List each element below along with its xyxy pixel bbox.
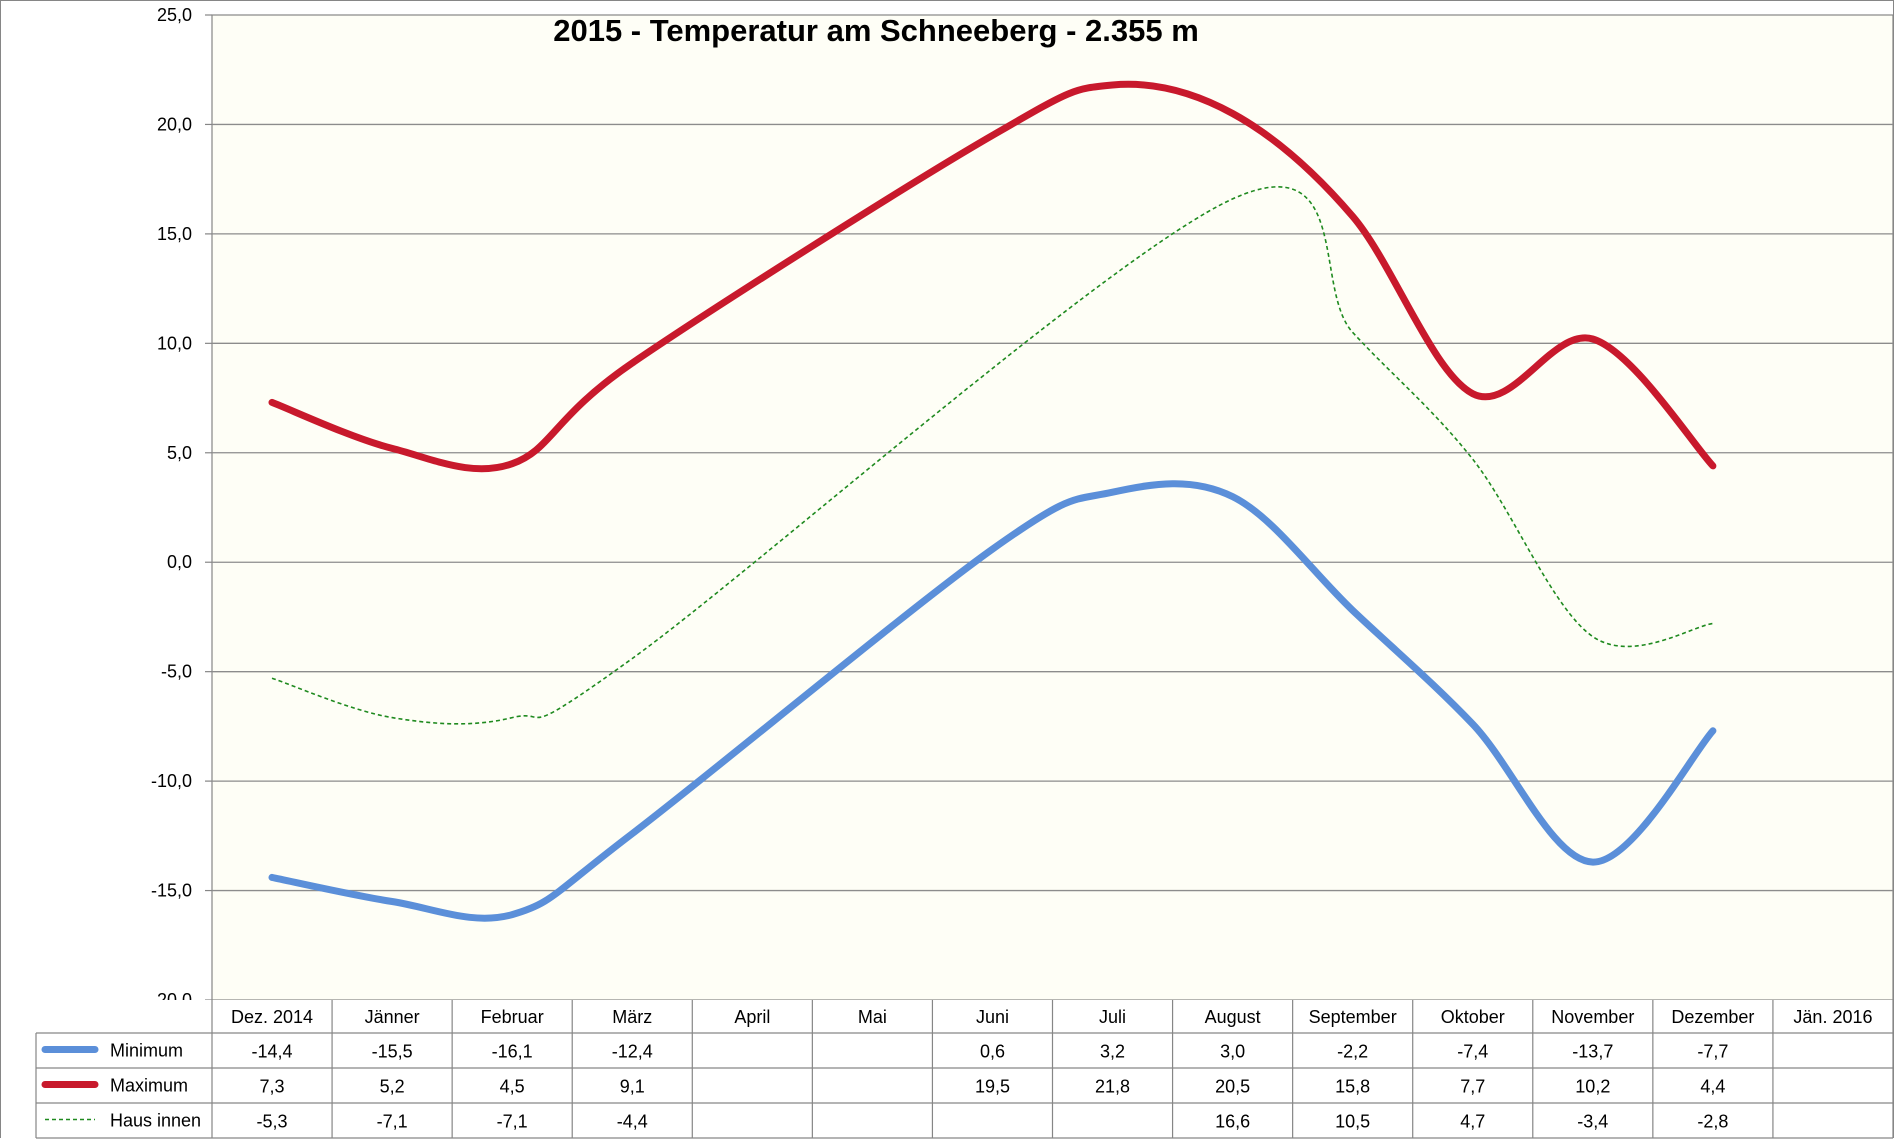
x-category-label: April <box>734 1007 770 1027</box>
data-label: -2,8 <box>1697 1112 1728 1132</box>
y-axis-ticks: 25,020,015,010,05,00,0-5,0-10,0-15,0-20,… <box>151 5 212 1010</box>
x-category-label: Mai <box>858 1007 887 1027</box>
data-label: -7,7 <box>1697 1042 1728 1062</box>
data-label: 4,5 <box>500 1077 525 1097</box>
x-category-label: Juli <box>1099 1007 1126 1027</box>
x-category-label: September <box>1309 1007 1397 1027</box>
data-label: -7,1 <box>497 1112 528 1132</box>
x-category-label: Jänner <box>365 1007 420 1027</box>
data-label: 3,0 <box>1220 1042 1245 1062</box>
legend-label: Haus innen <box>110 1111 201 1131</box>
data-label: 7,7 <box>1460 1077 1485 1097</box>
x-category-label: Oktober <box>1441 1007 1505 1027</box>
data-label: 5,2 <box>380 1077 405 1097</box>
chart-title: 2015 - Temperatur am Schneeberg - 2.355 … <box>553 13 1199 48</box>
data-label: -15,5 <box>372 1042 413 1062</box>
x-category-label: März <box>612 1007 652 1027</box>
data-table: Dez. 2014 Jänner Februar März April Mai Juni Ju… <box>1 1000 1893 1138</box>
data-label: 19,5 <box>975 1077 1010 1097</box>
data-label: 15,8 <box>1335 1077 1370 1097</box>
data-label: 4,4 <box>1700 1077 1725 1097</box>
data-label: 20,5 <box>1215 1077 1250 1097</box>
data-label: -13,7 <box>1572 1042 1613 1062</box>
data-label: 7,3 <box>260 1077 285 1097</box>
y-tick-label: 0,0 <box>167 552 192 572</box>
data-label: -7,1 <box>377 1112 408 1132</box>
y-tick-label: 15,0 <box>157 224 192 244</box>
data-label: -4,4 <box>617 1112 648 1132</box>
data-label: -3,4 <box>1577 1112 1608 1132</box>
y-tick-label: -10,0 <box>151 771 192 791</box>
legend-label: Minimum <box>110 1041 183 1061</box>
data-label: 3,2 <box>1100 1042 1125 1062</box>
data-label: 4,7 <box>1460 1112 1485 1132</box>
data-label: 16,6 <box>1215 1112 1250 1132</box>
x-category-label: Juni <box>976 1007 1009 1027</box>
data-label: 9,1 <box>620 1077 645 1097</box>
y-tick-label: 5,0 <box>167 443 192 463</box>
x-category-label: November <box>1551 1007 1634 1027</box>
data-label: 10,5 <box>1335 1112 1370 1132</box>
y-tick-label: -5,0 <box>161 662 192 682</box>
y-tick-label: -15,0 <box>151 881 192 901</box>
x-category-label: Februar <box>481 1007 544 1027</box>
x-category-label: Dez. 2014 <box>231 1007 313 1027</box>
legend-label: Maximum <box>110 1076 188 1096</box>
x-category-label: Dezember <box>1671 1007 1754 1027</box>
y-tick-label: 25,0 <box>157 5 192 25</box>
data-label: 0,6 <box>980 1042 1005 1062</box>
x-category-label: August <box>1205 1007 1261 1027</box>
data-label: -7,4 <box>1457 1042 1488 1062</box>
data-label: -5,3 <box>257 1112 288 1132</box>
data-label: -2,2 <box>1337 1042 1368 1062</box>
data-label: 21,8 <box>1095 1077 1130 1097</box>
x-category-label: Jän. 2016 <box>1793 1007 1872 1027</box>
y-tick-label: 10,0 <box>157 333 192 353</box>
data-label: -12,4 <box>612 1042 653 1062</box>
y-tick-label: 20,0 <box>157 114 192 134</box>
data-label: -14,4 <box>252 1042 293 1062</box>
data-label: 10,2 <box>1575 1077 1610 1097</box>
data-label: -16,1 <box>492 1042 533 1062</box>
